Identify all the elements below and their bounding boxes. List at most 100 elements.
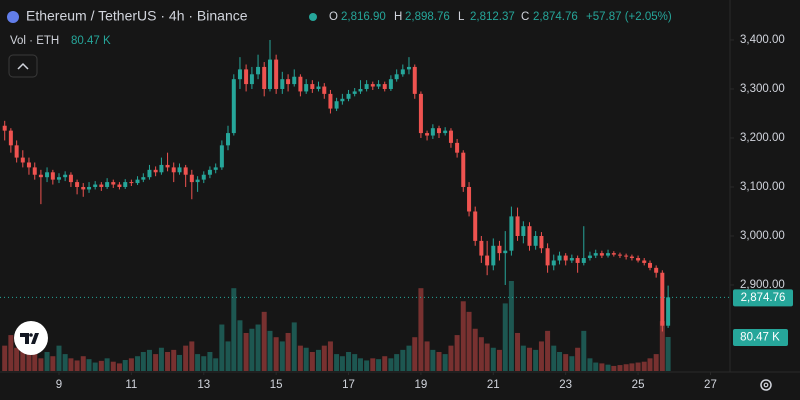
candle-body <box>388 79 393 89</box>
volume-bar <box>526 347 532 371</box>
volume-bar <box>599 363 605 371</box>
volume-bar <box>177 354 183 371</box>
candle-body <box>491 245 496 266</box>
low: 2,812.37 <box>470 11 515 23</box>
candle-body <box>111 182 116 185</box>
y-tick-label: 3,000.00 <box>740 230 785 242</box>
volume-bar <box>171 349 177 371</box>
volume-bar <box>538 341 544 371</box>
volume-bar <box>183 345 189 371</box>
candle-body <box>581 258 586 263</box>
candle-body <box>286 79 291 85</box>
volume-bar <box>104 358 110 371</box>
y-tick-label: 2,900.00 <box>740 279 785 291</box>
candle-body <box>2 125 7 131</box>
last-price-label: 2,874.76 <box>741 292 786 304</box>
candle-body <box>587 255 592 259</box>
volume-bar <box>418 288 424 371</box>
candle-body <box>322 86 327 94</box>
high: 2,898.76 <box>405 11 450 23</box>
volume-bar <box>122 360 128 371</box>
volume-bar <box>128 358 134 371</box>
y-tick-label: 3,200.00 <box>740 132 785 144</box>
logo[interactable] <box>14 321 48 355</box>
volume-bar <box>370 358 376 371</box>
candle-body <box>370 84 375 87</box>
candle-body <box>617 254 622 256</box>
x-tick-label: 25 <box>632 379 645 391</box>
candle-body <box>165 164 170 168</box>
volume-bar <box>430 349 436 371</box>
x-tick-label: 23 <box>559 379 572 391</box>
volume-bar <box>466 311 472 371</box>
candle-body <box>563 255 568 261</box>
volume-bar <box>8 335 14 371</box>
volume-bar <box>665 336 671 371</box>
candle-body <box>32 167 37 175</box>
x-tick-label: 27 <box>704 379 717 391</box>
candle-body <box>461 152 466 187</box>
volume-bar <box>436 351 442 371</box>
volume-bar <box>515 332 521 371</box>
candle-body <box>189 174 194 183</box>
volume-bar <box>32 349 38 371</box>
candle-body <box>346 93 351 99</box>
volume-bar <box>533 349 539 371</box>
candle-body <box>642 260 647 263</box>
candle-body <box>533 235 538 246</box>
volume-bar <box>38 358 44 371</box>
candle-body <box>515 216 520 236</box>
x-tick-label: 11 <box>125 379 137 391</box>
candle-body <box>418 93 423 134</box>
volume-bar <box>520 345 526 371</box>
volume-bar <box>629 363 635 371</box>
volume-bar <box>617 365 623 371</box>
volume-bar <box>74 360 80 371</box>
candle-body <box>147 169 152 178</box>
volume-bar <box>352 354 358 371</box>
candle-body <box>201 174 206 180</box>
volume-bar <box>635 362 641 371</box>
volume-bar <box>291 322 297 371</box>
volume-bar <box>14 347 20 371</box>
candle-body <box>38 174 43 178</box>
settings-icon[interactable] <box>760 379 772 391</box>
volume-bar <box>56 345 62 371</box>
candle-body <box>310 84 315 89</box>
volume-bar <box>237 320 243 371</box>
volume-bar <box>605 364 611 371</box>
candle-body <box>382 84 387 89</box>
candle-body <box>636 258 641 261</box>
volume-bar <box>303 347 309 371</box>
candle-body <box>45 172 50 178</box>
candle-body <box>237 69 242 80</box>
volume-bar <box>201 356 207 371</box>
volume-bar <box>219 324 225 371</box>
volume-bar <box>116 363 122 371</box>
volume-bar <box>478 337 484 371</box>
open: 2,816.90 <box>341 11 386 23</box>
candle-body <box>262 66 267 89</box>
volume-bar <box>545 330 551 371</box>
y-tick-label: 3,100.00 <box>740 181 785 193</box>
change: +57.87 (+2.05%) <box>586 11 672 23</box>
x-tick-label: 21 <box>487 379 500 391</box>
collapse-button[interactable] <box>8 54 38 78</box>
candle-body <box>455 142 460 153</box>
volume-bar <box>213 358 219 371</box>
candle-body <box>485 255 490 266</box>
candle-body <box>274 59 279 89</box>
volume-bar <box>321 345 327 371</box>
candle-body <box>328 93 333 109</box>
volume-bar <box>98 360 104 371</box>
volume-bar <box>581 330 587 371</box>
volume-bar <box>357 358 363 371</box>
candle-body <box>135 179 140 184</box>
volume-box <box>733 328 788 346</box>
candle-body <box>304 84 309 92</box>
candle-body <box>497 245 502 254</box>
candle-body <box>430 128 435 136</box>
volume-bar <box>406 345 412 371</box>
volume-bar <box>68 358 74 371</box>
volume-bar <box>339 356 345 371</box>
